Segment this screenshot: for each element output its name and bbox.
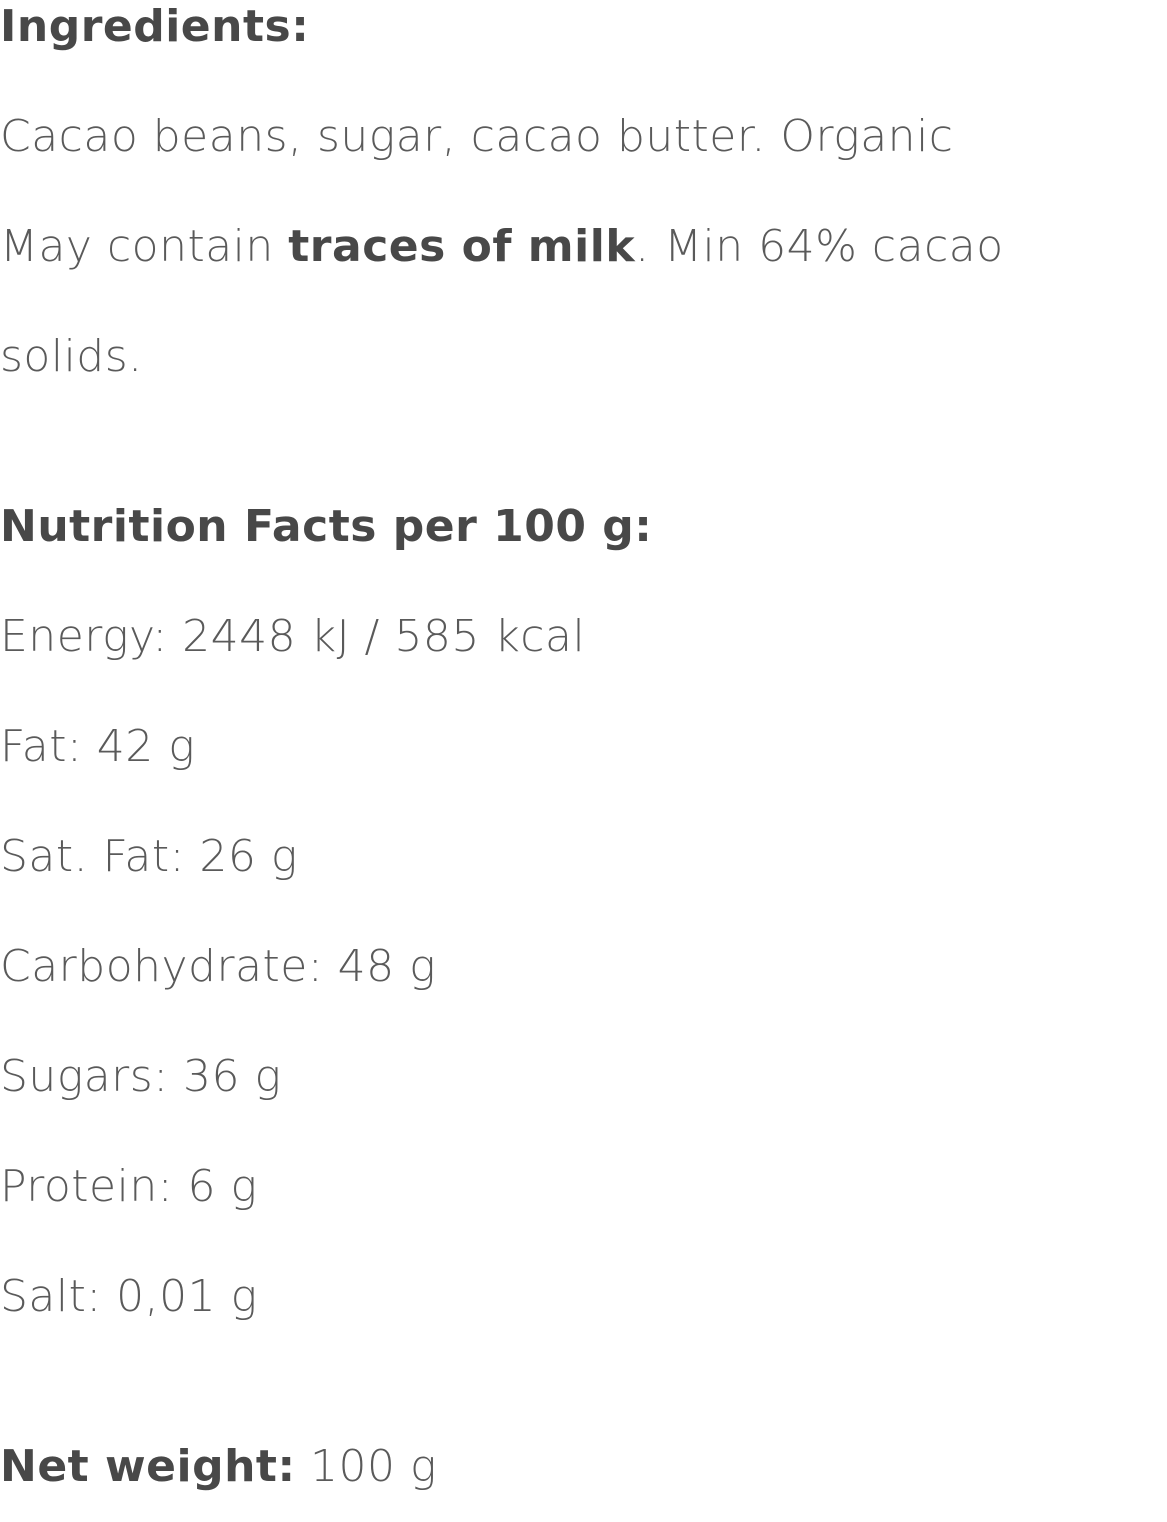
nutrition-item: Carbohydrate: 48 g <box>0 941 437 992</box>
nutrition-item: Salt: 0,01 g <box>0 1271 258 1322</box>
nutrition-heading: Nutrition Facts per 100 g: <box>0 501 653 552</box>
nutrition-item: Sat. Fat: 26 g <box>0 831 298 882</box>
allergen-text: May contain traces of milk. Min 64% caca… <box>0 221 1004 272</box>
allergen-highlight: traces of milk <box>288 221 636 272</box>
nutrition-item: Fat: 42 g <box>0 721 196 772</box>
nutrition-item: Sugars: 36 g <box>0 1051 282 1102</box>
ingredients-text-end: solids. <box>0 331 143 382</box>
ingredients-text: Cacao beans, sugar, cacao butter. Organi… <box>0 111 954 162</box>
ingredients-heading: Ingredients: <box>0 1 310 52</box>
nutrition-item: Protein: 6 g <box>0 1161 258 1212</box>
net-weight: Net weight: 100 g <box>0 1441 437 1492</box>
nutrition-item: Energy: 2448 kJ / 585 kcal <box>0 611 586 662</box>
